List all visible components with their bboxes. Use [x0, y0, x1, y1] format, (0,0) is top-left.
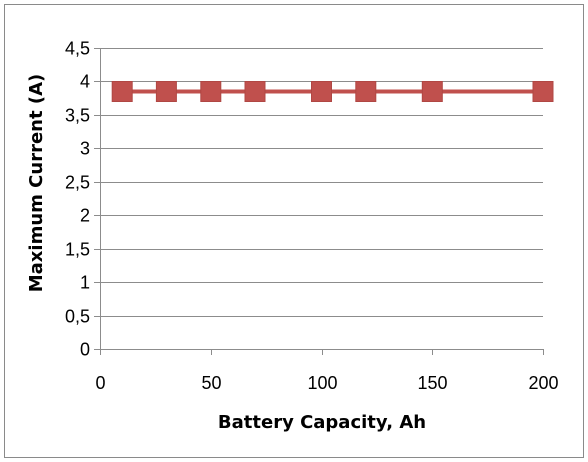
- y-tick-label: 2: [80, 206, 90, 226]
- y-tick-label: 0: [80, 340, 90, 360]
- data-point-marker: [200, 81, 222, 102]
- y-tick-label: 3,5: [65, 106, 90, 126]
- y-tick-label: 0,5: [65, 307, 90, 327]
- data-point-marker: [244, 81, 266, 102]
- x-tick-label: 150: [417, 373, 447, 393]
- y-tick-labels: 0 0,5 1 1,5 2 2,5 3 3,5 4 4,5: [65, 39, 90, 360]
- chart-frame: [4, 4, 584, 458]
- x-tick-label: 50: [201, 373, 221, 393]
- y-tick-label: 1,5: [65, 240, 90, 260]
- axes: [94, 48, 544, 355]
- y-tick-label: 3: [80, 139, 90, 159]
- series: [111, 81, 554, 102]
- x-axis-title: Battery Capacity, Ah: [218, 412, 426, 433]
- data-point-marker: [155, 81, 177, 102]
- x-tick-label: 200: [528, 373, 558, 393]
- data-point-marker: [111, 81, 133, 102]
- y-tick-label: 4: [80, 72, 90, 92]
- y-tick-label: 2,5: [65, 173, 90, 193]
- x-tick-label: 0: [95, 373, 105, 393]
- data-point-marker: [355, 81, 377, 102]
- data-point-marker: [532, 81, 554, 102]
- data-point-marker: [421, 81, 443, 102]
- x-tick-labels: 0 50 100 150 200: [95, 373, 558, 393]
- x-tick-label: 100: [307, 373, 337, 393]
- y-axis-title: Maximum Current (A): [26, 74, 47, 293]
- gridlines: [100, 48, 543, 317]
- y-tick-label: 1: [80, 273, 90, 293]
- y-tick-label: 4,5: [65, 39, 90, 59]
- data-point-marker: [311, 81, 332, 102]
